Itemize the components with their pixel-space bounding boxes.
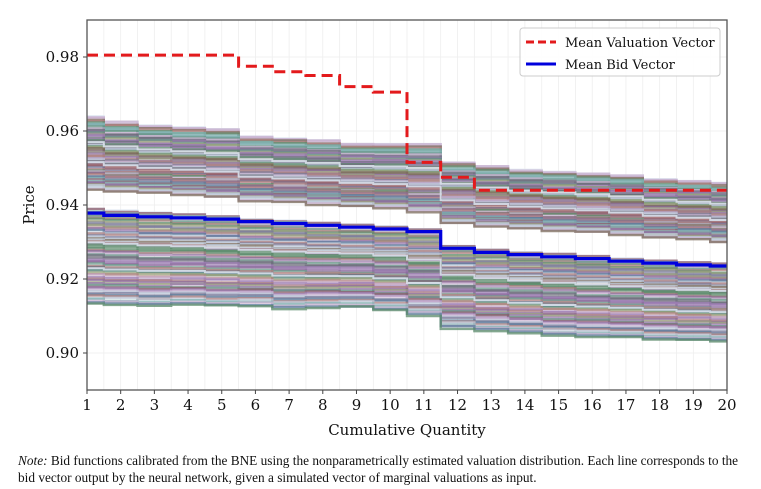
y-tick-label: 0.96 — [46, 122, 79, 140]
legend-box — [519, 27, 721, 77]
figure-note: Note: Bid functions calibrated from the … — [18, 452, 753, 486]
simulated-bid-line — [87, 130, 727, 197]
simulated-bid-lines — [87, 115, 727, 343]
simulated-bid-line — [87, 161, 727, 221]
x-tick-label: 7 — [284, 396, 294, 414]
simulated-bid-line — [87, 241, 727, 292]
bid-function-chart: 1 2 3 4 5 6 7 8 9 10 11 12 13 14 15 16 17 18 19 20 0.900.92… — [20, 19, 737, 439]
x-tick-label: 6 — [251, 396, 261, 414]
mean-valuation-line — [87, 53, 727, 192]
x-axis-ticks: 1 2 3 4 5 6 7 8 9 10 11 12 13 14 15 16 17 18 19 20 — [82, 390, 737, 414]
legend-label-bid: Mean Bid Vector — [565, 58, 676, 73]
simulated-bid-line — [87, 267, 727, 314]
simulated-bid-line — [87, 188, 727, 244]
x-tick-label: 16 — [583, 396, 602, 414]
y-axis-ticks: 0.90 0.92 0.94 0.96 0.98 — [46, 48, 87, 362]
x-tick-label: 4 — [183, 396, 193, 414]
x-tick-label: 19 — [684, 396, 703, 414]
y-axis-label: Price — [20, 185, 38, 224]
x-tick-label: 9 — [352, 396, 362, 414]
y-tick-label: 0.98 — [46, 48, 79, 66]
x-tick-label: 5 — [217, 396, 227, 414]
y-tick-label: 0.90 — [46, 344, 79, 362]
note-prefix: Note: — [18, 453, 48, 468]
x-tick-label: 17 — [616, 396, 635, 414]
mean-bid-line — [87, 211, 727, 268]
x-tick-label: 13 — [482, 396, 501, 414]
x-axis-label: Cumulative Quantity — [328, 421, 486, 439]
note-text: Bid functions calibrated from the BNE us… — [18, 453, 739, 485]
y-tick-label: 0.94 — [46, 196, 79, 214]
legend-label-valuation: Mean Valuation Vector — [565, 36, 715, 51]
x-tick-label: 2 — [116, 396, 126, 414]
x-tick-label: 8 — [318, 396, 328, 414]
x-tick-label: 15 — [549, 396, 568, 414]
x-tick-label: 10 — [381, 396, 400, 414]
simulated-bid-line — [87, 302, 727, 343]
x-tick-label: 18 — [650, 396, 669, 414]
x-tick-label: 14 — [515, 396, 534, 414]
x-tick-label: 1 — [82, 396, 92, 414]
x-tick-label: 20 — [717, 396, 736, 414]
simulated-bid-line — [87, 141, 727, 205]
x-tick-label: 3 — [150, 396, 160, 414]
y-tick-label: 0.92 — [46, 270, 79, 288]
x-tick-label: 12 — [448, 396, 467, 414]
x-tick-label: 11 — [414, 396, 433, 414]
legend: Mean Valuation Vector Mean Bid Vector — [519, 27, 721, 77]
mean-series — [87, 53, 727, 268]
